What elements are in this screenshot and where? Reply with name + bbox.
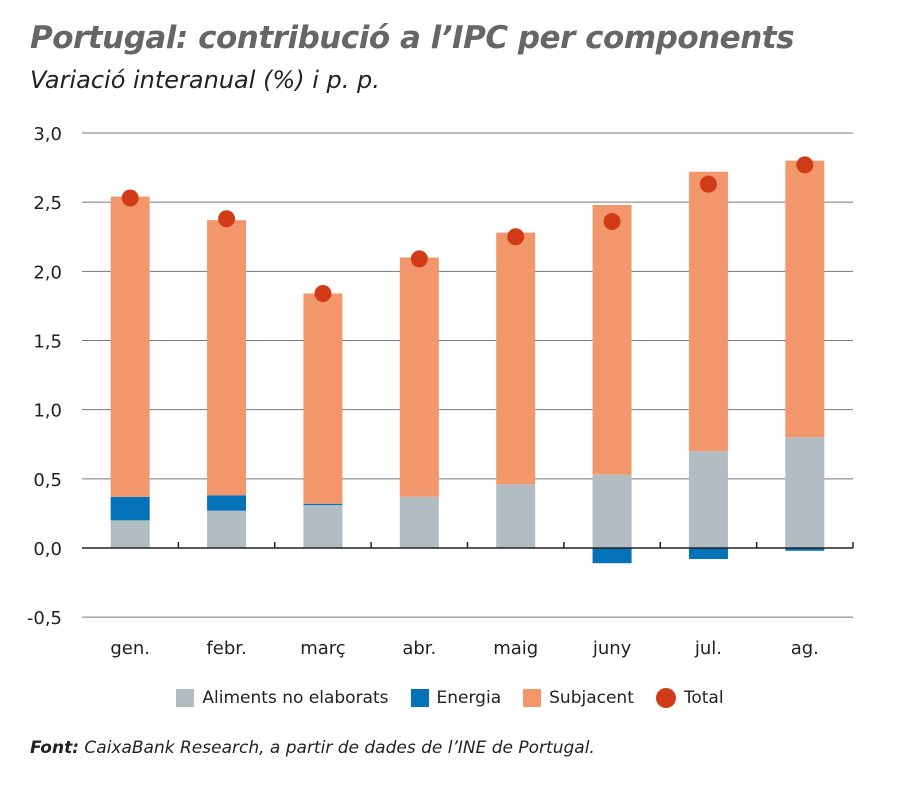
x-tick-label: jul. xyxy=(694,638,722,659)
legend-item: Aliments no elaborats xyxy=(176,688,389,708)
y-tick-label: 0,5 xyxy=(33,470,62,491)
bar-subjacent xyxy=(496,232,536,485)
legend-item: Subjacent xyxy=(523,688,634,708)
source-label: Font: xyxy=(30,738,79,758)
total-dot xyxy=(410,250,428,268)
bar-aliments-no-elaborats xyxy=(399,496,439,548)
legend-label: Total xyxy=(683,688,724,708)
bar-subjacent xyxy=(592,204,632,475)
x-tick-label: ag. xyxy=(791,638,819,659)
bar-subjacent xyxy=(399,257,439,497)
legend-label: Subjacent xyxy=(549,688,634,708)
bar-energia xyxy=(207,495,247,511)
bar-aliments-no-elaborats xyxy=(207,510,247,548)
total-dot xyxy=(603,213,621,231)
bar-energia xyxy=(303,503,343,506)
bar-energia xyxy=(785,548,825,551)
chart-subtitle: Variació interanual (%) i p. p. xyxy=(30,66,380,94)
source-note: Font: CaixaBank Research, a partir de da… xyxy=(30,738,595,758)
legend-label: Energia xyxy=(436,688,502,708)
total-dot xyxy=(507,228,525,246)
chart-title: Portugal: contribució a l’IPC per compon… xyxy=(30,20,795,56)
bar-subjacent xyxy=(303,293,343,504)
bar-subjacent xyxy=(688,171,728,452)
y-tick-label: -0,5 xyxy=(27,608,62,629)
y-tick-label: 3,0 xyxy=(33,124,62,145)
total-dot xyxy=(218,210,236,228)
bar-aliments-no-elaborats xyxy=(110,520,150,548)
bar-energia xyxy=(592,548,632,564)
plot-area: -0,5 0,0 0,5 1,0 1,5 2,0 2,5 3,0 gen. febr. març ab… xyxy=(27,124,854,659)
bar-subjacent xyxy=(207,220,247,496)
legend-swatch xyxy=(410,689,429,707)
total-dot xyxy=(121,189,139,207)
total-dot xyxy=(796,156,814,174)
bar-aliments-no-elaborats xyxy=(688,451,728,548)
legend-swatch xyxy=(523,689,542,707)
bar-energia xyxy=(110,496,150,521)
total-dot xyxy=(699,175,717,193)
source-text: CaixaBank Research, a partir de dades de… xyxy=(79,738,595,758)
bar-aliments-no-elaborats xyxy=(592,474,632,548)
x-tick-label: febr. xyxy=(206,638,246,659)
legend-item: Energia xyxy=(410,688,502,708)
legend-item: Total xyxy=(655,688,724,708)
x-tick-label: juny xyxy=(592,638,632,659)
bar-aliments-no-elaborats xyxy=(303,505,343,548)
legend-label: Aliments no elaborats xyxy=(202,688,389,708)
x-tick-label: abr. xyxy=(402,638,436,659)
legend-swatch xyxy=(176,689,195,707)
y-tick-label: 1,0 xyxy=(33,401,62,422)
bar-aliments-no-elaborats xyxy=(496,484,536,548)
x-tick-label: gen. xyxy=(110,638,150,659)
bar-aliments-no-elaborats xyxy=(785,437,825,548)
y-tick-label: 0,0 xyxy=(33,539,62,560)
bar-energia xyxy=(688,548,728,560)
total-dot xyxy=(314,284,332,302)
x-tick-label: març xyxy=(300,638,345,659)
y-tick-label: 1,5 xyxy=(33,332,62,353)
y-tick-label: 2,0 xyxy=(33,262,62,283)
x-tick-label: maig xyxy=(493,638,538,659)
y-tick-label: 2,5 xyxy=(33,193,62,214)
bar-subjacent xyxy=(110,196,150,497)
bar-subjacent xyxy=(785,160,825,438)
legend-swatch xyxy=(655,688,676,708)
legend: Aliments no elaborats Energia Subjacent Tot… xyxy=(0,688,900,708)
